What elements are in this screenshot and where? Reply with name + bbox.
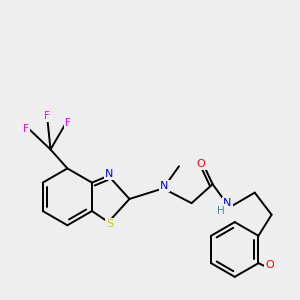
Text: N: N	[223, 198, 232, 208]
Text: O: O	[197, 159, 206, 169]
Text: S: S	[106, 219, 113, 229]
Text: O: O	[265, 260, 274, 270]
Text: N: N	[105, 169, 114, 179]
Text: F: F	[23, 124, 29, 134]
Text: N: N	[160, 181, 168, 191]
Text: H: H	[217, 206, 225, 215]
Text: F: F	[44, 111, 50, 121]
Text: F: F	[65, 118, 71, 128]
